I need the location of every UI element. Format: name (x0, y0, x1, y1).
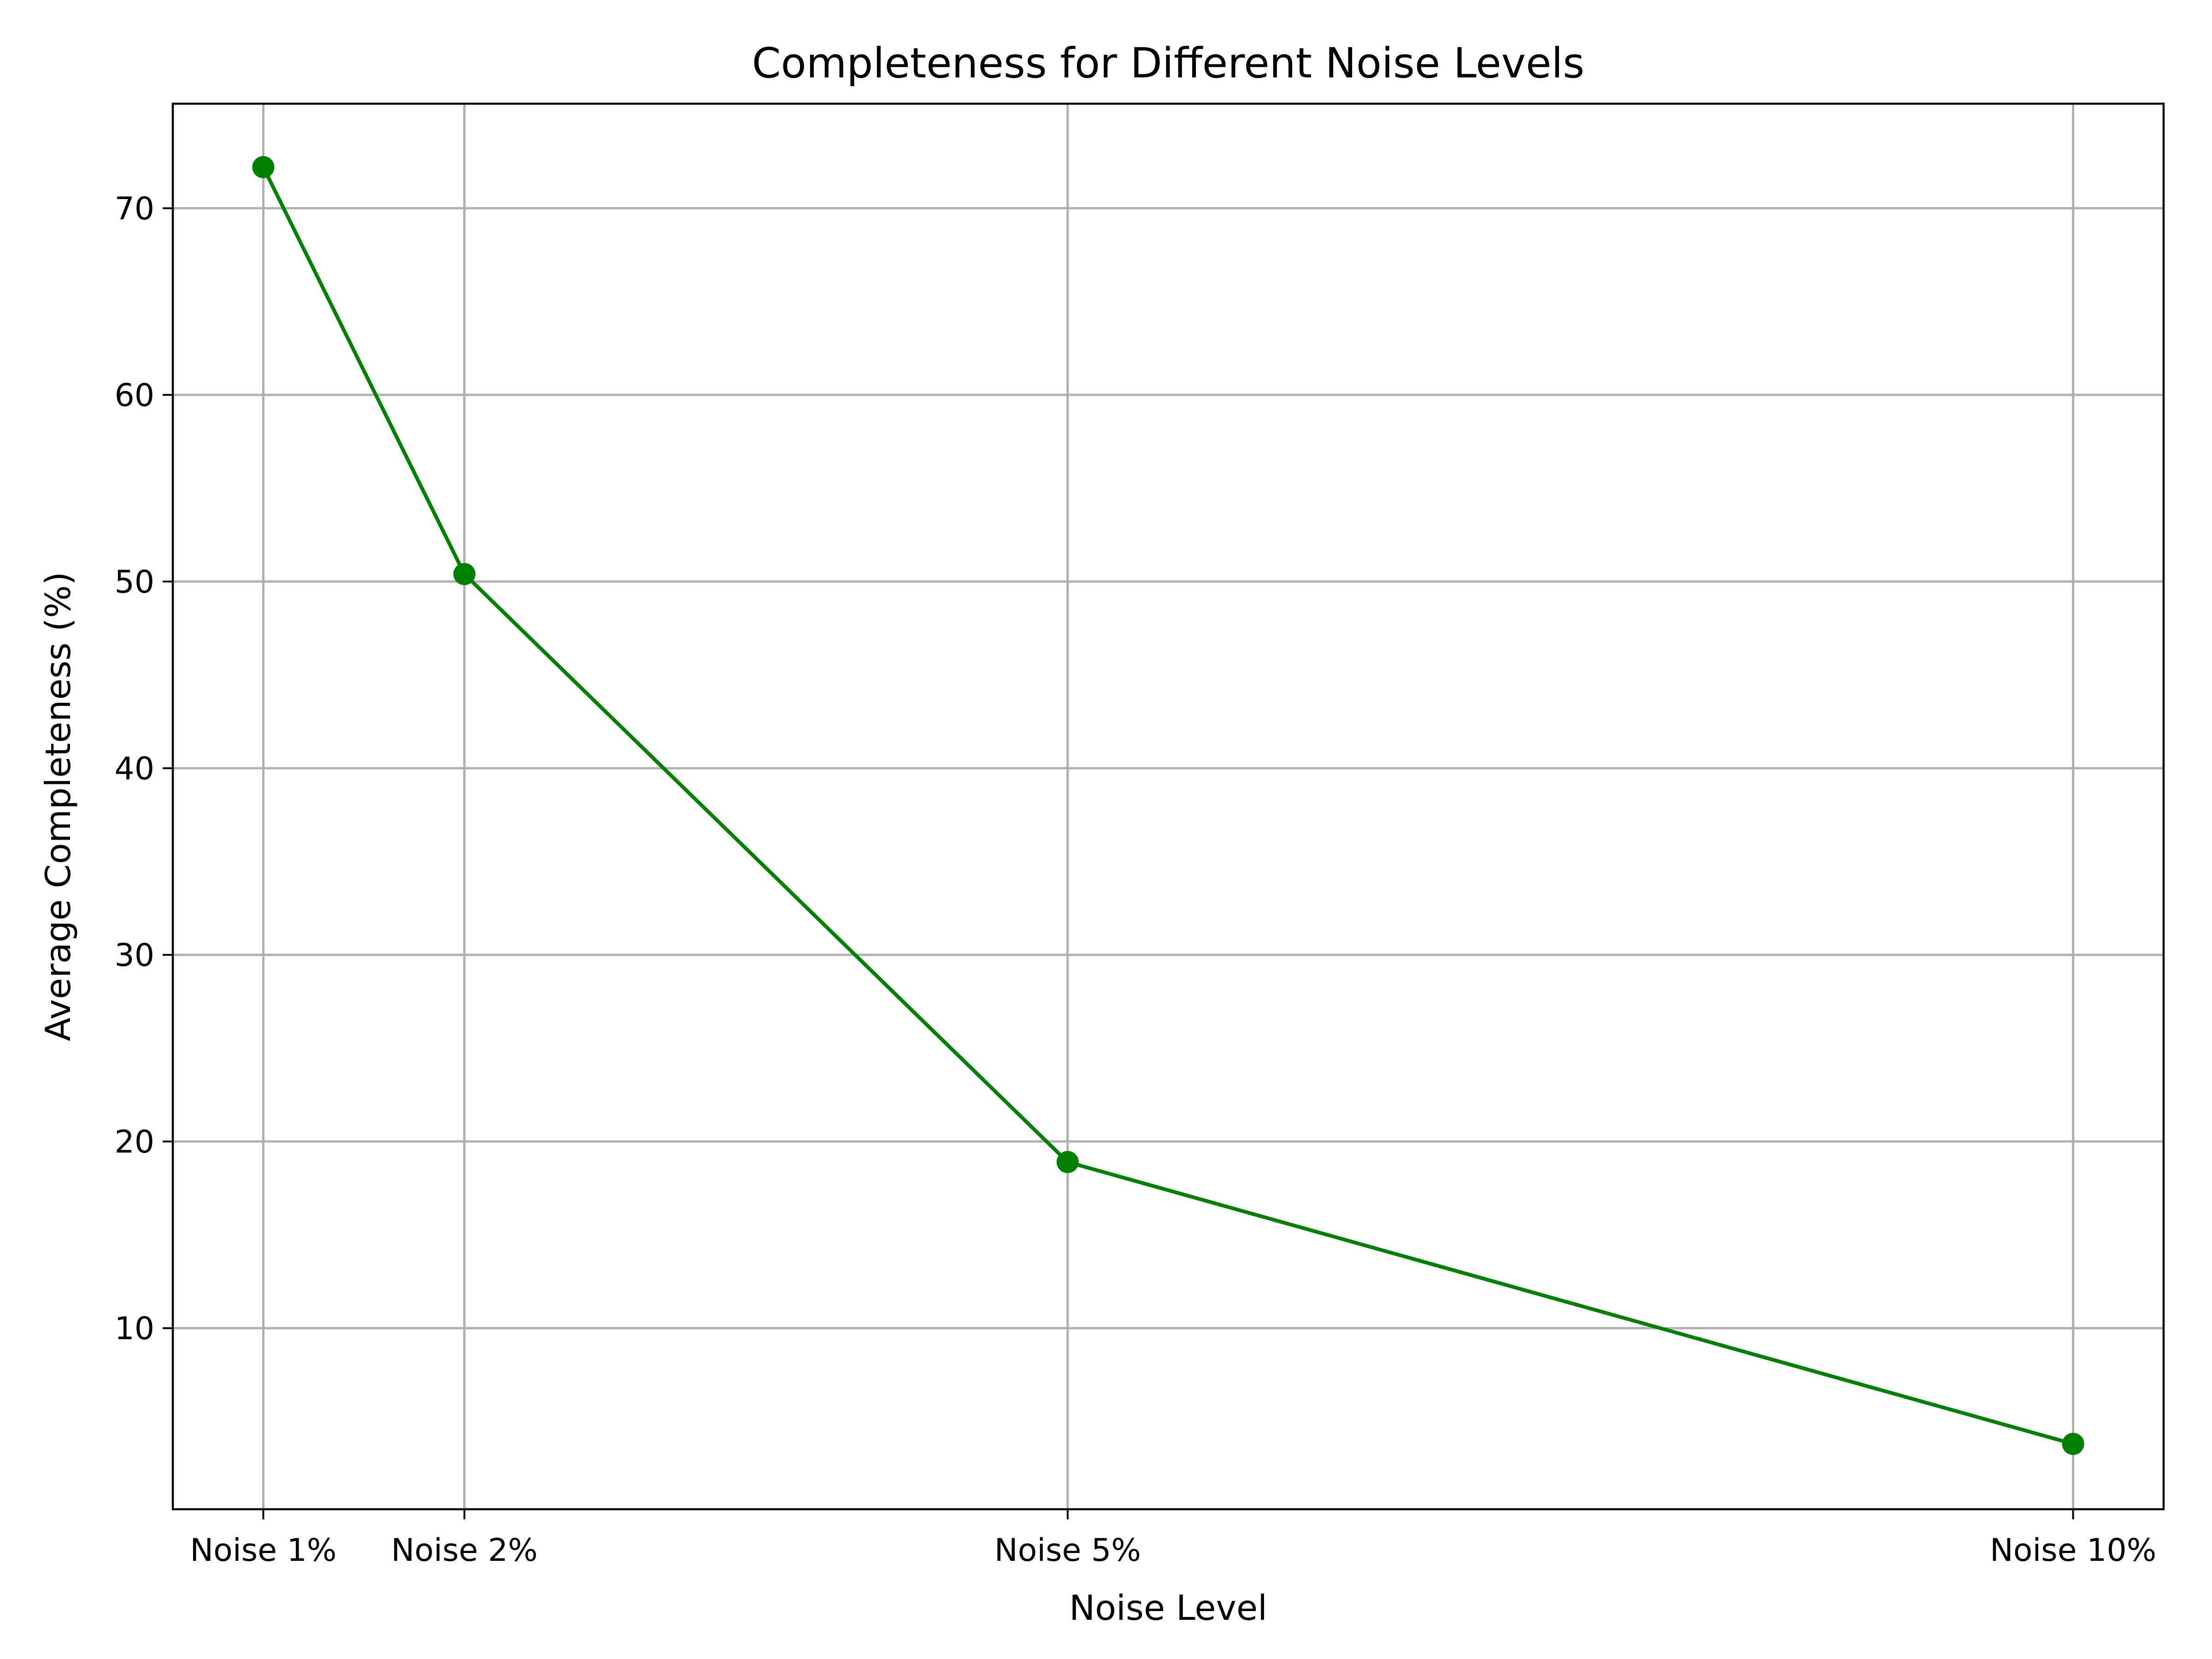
y-tick-label: 40 (114, 751, 154, 787)
y-tick-label: 70 (114, 191, 154, 227)
series-line (261, 165, 2075, 1446)
x-tick-label: Noise 10% (1990, 1532, 2156, 1569)
y-axis-label: Average Completeness (%) (38, 572, 78, 1041)
grid (173, 104, 2164, 1509)
y-tick-label: 60 (114, 377, 154, 414)
y-tick-label: 30 (114, 937, 154, 974)
y-tick-label: 20 (114, 1124, 154, 1160)
chart-title: Completeness for Different Noise Levels (752, 39, 1585, 88)
y-tick-label: 10 (114, 1311, 154, 1347)
data-point (2062, 1433, 2084, 1455)
data-point (453, 563, 476, 585)
y-tick-label: 50 (114, 564, 154, 600)
x-tick-label: Noise 2% (391, 1532, 538, 1569)
data-point (252, 156, 275, 178)
axes-frame (171, 102, 2165, 1511)
x-axis-label: Noise Level (1069, 1588, 1267, 1628)
x-tick-label: Noise 1% (190, 1532, 336, 1569)
x-tick-label: Noise 5% (994, 1532, 1141, 1569)
ticks: Noise 1% Noise 2% Noise 5% Noise 10% 10 20 30 4… (114, 191, 2156, 1569)
series-layer (252, 156, 2084, 1455)
data-point (1056, 1151, 1079, 1173)
